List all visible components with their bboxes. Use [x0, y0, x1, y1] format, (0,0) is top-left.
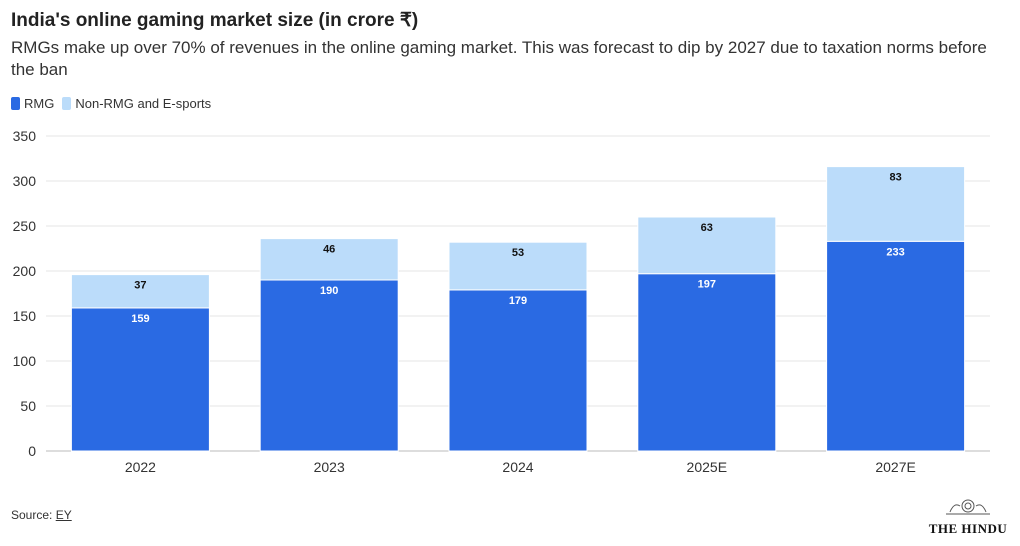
bar-rmg: [637, 273, 777, 452]
data-label: 179: [509, 295, 527, 307]
emblem-icon: [946, 499, 990, 515]
data-label: 83: [889, 172, 901, 184]
bar-non-rmg: [448, 241, 588, 291]
y-tick-label: 250: [13, 218, 37, 234]
source-note: Source: EY: [11, 508, 72, 522]
data-label: 159: [131, 313, 149, 325]
legend-item-rmg: RMG: [11, 96, 54, 111]
y-tick-label: 100: [13, 353, 37, 369]
x-tick-label: 2023: [314, 459, 345, 475]
x-tick-label: 2027E: [875, 459, 915, 475]
data-label: 37: [134, 280, 146, 292]
x-tick-label: 2025E: [687, 459, 727, 475]
chart-title: India's online gaming market size (in cr…: [11, 10, 419, 31]
data-label: 233: [886, 246, 904, 258]
data-label: 190: [320, 285, 338, 297]
data-label: 46: [323, 244, 335, 256]
data-label: 63: [701, 222, 713, 234]
legend-label-rmg: RMG: [24, 96, 55, 111]
bar-non-rmg: [826, 166, 966, 242]
y-tick-label: 350: [13, 128, 37, 144]
bar-rmg: [826, 240, 966, 452]
data-label: 197: [698, 279, 716, 291]
x-tick-label: 2024: [502, 459, 533, 475]
legend: RMG Non-RMG and E-sports: [11, 96, 219, 111]
y-tick-label: 150: [13, 308, 37, 324]
y-tick-label: 300: [13, 173, 37, 189]
y-tick-label: 50: [20, 398, 36, 414]
y-tick-label: 0: [28, 443, 36, 459]
chart-subtitle: RMGs make up over 70% of revenues in the…: [11, 38, 987, 79]
legend-swatch-rmg: [11, 97, 20, 110]
bar-rmg: [70, 307, 210, 452]
legend-swatch-non-rmg: [62, 97, 72, 110]
source-label: Source:: [11, 508, 53, 522]
logo-text: THE HINDU: [928, 521, 1008, 536]
bar-non-rmg: [637, 216, 777, 275]
legend-item-non-rmg: Non-RMG and E-sports: [62, 96, 211, 111]
the-hindu-logo: THE HINDU: [928, 496, 1008, 537]
bar-rmg: [259, 279, 399, 452]
legend-label-non-rmg: Non-RMG and E-sports: [75, 96, 212, 111]
source-link[interactable]: EY: [55, 508, 72, 522]
y-tick-label: 200: [13, 263, 37, 279]
bar-non-rmg: [259, 238, 399, 281]
x-tick-label: 2022: [125, 459, 156, 475]
data-label: 53: [512, 247, 524, 259]
bar-non-rmg: [70, 274, 210, 309]
bar-rmg: [448, 289, 588, 452]
